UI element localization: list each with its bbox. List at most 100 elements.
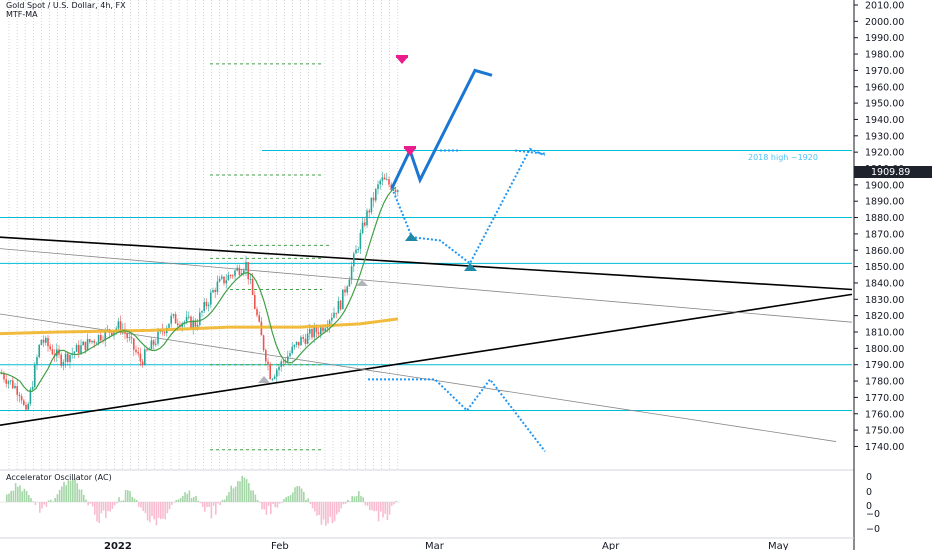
candle-body xyxy=(155,343,157,345)
candle-body xyxy=(355,249,357,254)
oscillator-bar xyxy=(175,500,177,502)
oscillator-bar xyxy=(296,486,298,502)
candle-body xyxy=(311,328,313,338)
oscillator-bar xyxy=(364,502,367,506)
price-tick-label: 1860.00 xyxy=(865,246,904,257)
price-tick-label: 2000.00 xyxy=(865,17,904,28)
oscillator-bar xyxy=(380,502,382,512)
oscillator-bar xyxy=(265,502,268,515)
oscillator-bar xyxy=(283,498,285,502)
range-markers xyxy=(210,63,330,451)
oscillator-bar xyxy=(102,502,105,511)
projection-main-path xyxy=(390,68,493,189)
oscillator-bar xyxy=(366,502,369,506)
oscillator-bar xyxy=(278,502,281,504)
price-tick-label: 1830.00 xyxy=(865,295,904,306)
oscillator-bar xyxy=(289,495,292,502)
candle-body xyxy=(256,308,258,316)
oscillator-bar xyxy=(157,502,160,518)
candle-body xyxy=(3,373,5,380)
oscillator-bar xyxy=(232,488,235,502)
candle-body xyxy=(335,312,337,314)
oscillator-bar xyxy=(109,502,111,512)
oscillator-bar xyxy=(212,502,215,506)
oscillator-bar xyxy=(151,502,153,517)
oscillator-bar xyxy=(276,502,279,508)
candle-body xyxy=(31,386,34,390)
oscillator-bar xyxy=(208,502,210,507)
candle-body xyxy=(100,334,102,341)
last-price-badge: 1909.89 xyxy=(854,166,932,178)
oscillator-bar xyxy=(98,502,100,523)
candle-body xyxy=(254,295,256,309)
neutral-marker xyxy=(258,376,270,383)
oscillator-bar xyxy=(144,502,147,514)
oscillator-bar xyxy=(133,498,136,502)
candle-body xyxy=(194,320,197,327)
candle-body xyxy=(348,279,351,287)
candle-body xyxy=(67,353,69,362)
oscillator-bar xyxy=(72,478,74,502)
candle-body xyxy=(229,275,232,277)
oscillator-bar xyxy=(305,499,307,502)
oscillator-bar xyxy=(89,502,92,504)
candle-body xyxy=(89,339,91,343)
oscillator-bar xyxy=(164,502,166,520)
price-tick-label: 1950.00 xyxy=(865,99,904,110)
oscillator-bar xyxy=(87,502,89,506)
oscillator-bar xyxy=(254,494,257,502)
candle-body xyxy=(86,339,89,351)
oscillator-bar xyxy=(344,502,347,504)
price-tick-label: 1820.00 xyxy=(865,311,904,322)
oscillator-bar xyxy=(322,502,325,520)
candle-body xyxy=(280,361,282,367)
oscillator-bar xyxy=(120,500,122,502)
oscillator-bar xyxy=(124,490,127,502)
oscillator-bar xyxy=(173,502,175,503)
candle-body xyxy=(75,344,78,352)
candle-body xyxy=(309,328,311,334)
candle-body xyxy=(320,327,322,335)
oscillator-bar xyxy=(342,502,345,505)
oscillator-bar xyxy=(303,491,305,502)
price-tick-label: 1930.00 xyxy=(865,131,904,142)
oscillator-bar xyxy=(34,502,37,506)
candle-body xyxy=(157,331,159,344)
time-tick-label: 2022 xyxy=(104,541,132,550)
price-tick-label: 1940.00 xyxy=(865,115,904,126)
oscillator-bar xyxy=(329,502,331,517)
ma-green-line xyxy=(0,186,397,393)
candle-body xyxy=(225,280,227,284)
candle-body xyxy=(29,389,32,404)
oscillator-bar xyxy=(193,497,195,502)
annotation-2018-high: 2018 high ~1920 xyxy=(748,153,818,162)
candle-body xyxy=(163,331,166,334)
candle-body xyxy=(258,315,260,322)
oscillator-pane xyxy=(0,469,854,526)
time-tick-label: May xyxy=(768,541,789,550)
time-tick-label: Mar xyxy=(425,541,445,550)
ma-orange-line xyxy=(0,317,399,336)
oscillator-bar xyxy=(179,497,182,502)
oscillator-bar xyxy=(129,491,131,502)
candle-body xyxy=(300,337,302,346)
trendline xyxy=(0,313,837,442)
candle-body xyxy=(119,321,122,331)
oscillator-bar xyxy=(285,497,287,502)
candle-body xyxy=(243,270,245,274)
candle-body xyxy=(7,381,10,384)
price-tick-label: 1920.00 xyxy=(865,148,904,159)
oscillator-bar xyxy=(69,480,72,502)
candle-body xyxy=(64,353,67,362)
candle-body xyxy=(42,339,45,343)
trendline xyxy=(0,293,853,426)
oscillator-bar xyxy=(325,502,327,526)
candle-body xyxy=(302,337,304,339)
oscillator-bar xyxy=(85,499,87,502)
oscillator-bar xyxy=(248,483,250,502)
candle-body xyxy=(326,326,329,329)
candle-body xyxy=(170,315,172,324)
oscillator-bar xyxy=(320,502,323,525)
